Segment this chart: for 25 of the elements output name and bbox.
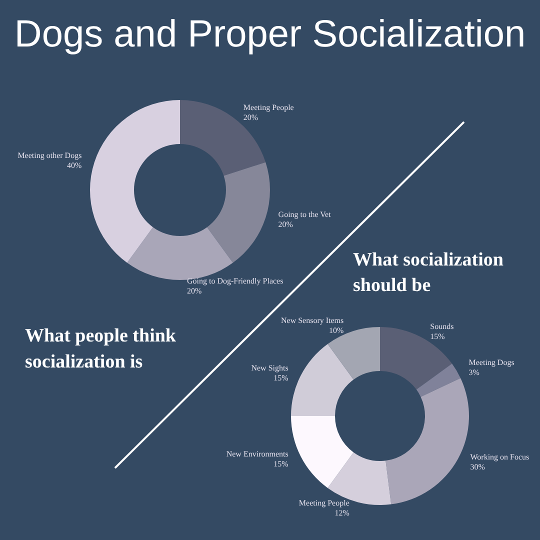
data-label: 30% <box>470 462 486 472</box>
data-label: 20% <box>187 286 202 296</box>
data-label: 20% <box>243 112 258 122</box>
slice-label: Sounds <box>430 322 454 331</box>
slice-label: Meeting People <box>243 102 294 112</box>
slice-label: Working on Focus <box>470 452 530 462</box>
slice-label: New Sights <box>251 363 288 372</box>
slice-label: Meeting other Dogs <box>18 150 82 160</box>
slice-label: Meeting People <box>298 498 350 508</box>
data-label: 12% <box>334 508 350 518</box>
data-label: 3% <box>468 368 480 378</box>
chart-title: What socialization should be <box>353 249 508 296</box>
data-label: 20% <box>278 220 294 230</box>
text: What people think socialization is <box>25 326 181 372</box>
data-label: 10% <box>328 326 344 336</box>
slice-label: Going to the Vet <box>278 210 332 220</box>
data-label: 15% <box>430 332 446 341</box>
slice-label: New Environments <box>226 450 288 459</box>
slice-label: Going to Dog-Friendly Places <box>187 276 284 286</box>
data-label: 15% <box>274 373 289 382</box>
data-label: 15% <box>274 460 289 469</box>
data-label: 40% <box>67 160 82 170</box>
slice-label: Meeting Dogs <box>468 358 514 368</box>
chart-title: Dogs and Proper Socialization <box>14 14 526 56</box>
slice-label: New Sensory Items <box>280 316 344 326</box>
